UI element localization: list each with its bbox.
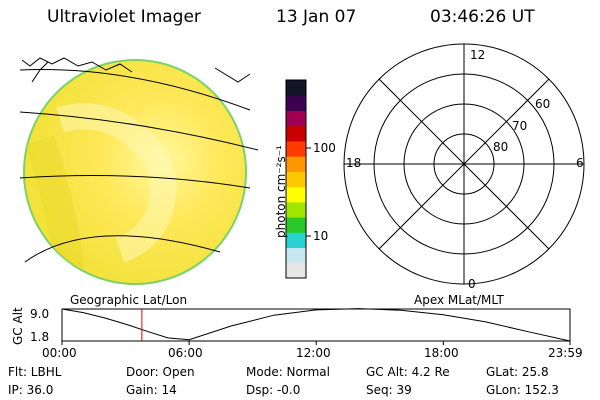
polar-plot — [343, 43, 585, 285]
colorbar-band — [286, 201, 306, 218]
status-door: Door: Open — [126, 365, 195, 379]
geo-lat-line-3 — [20, 175, 251, 189]
status-filter: Flt: LBHL — [8, 365, 62, 379]
colorbar-band — [286, 140, 306, 157]
colorbar-label-100: 100 — [313, 141, 336, 155]
colorbar-band — [286, 247, 306, 264]
uv-globe-image — [23, 59, 247, 285]
altitude-curve — [61, 308, 571, 342]
colorbar-label-10: 10 — [313, 229, 329, 243]
status-ip: IP: 36.0 — [8, 383, 54, 397]
colorbar-band — [286, 186, 306, 203]
status-glon: GLon: 152.3 — [486, 383, 559, 397]
colorbar-band — [286, 110, 306, 127]
altitude-left-caption: Geographic Lat/Lon — [70, 293, 188, 307]
altitude-xtick-18: 18:00 — [424, 346, 459, 360]
polar-label-6: 6 — [576, 156, 584, 170]
altitude-x-tick-marks — [61, 341, 571, 345]
status-gc-alt: GC Alt: 4.2 Re — [366, 365, 450, 379]
coastline — [21, 57, 133, 73]
colorbar-frame — [285, 79, 307, 279]
polar-label-60: 60 — [535, 97, 551, 111]
dark-region — [25, 135, 85, 273]
polar-label-80: 80 — [493, 140, 509, 154]
status-seq: Seq: 39 — [366, 383, 412, 397]
altitude-ylabel: GC Alt — [11, 307, 25, 345]
polar-diagonal-2 — [378, 78, 550, 250]
altitude-xtick-0: 00:00 — [42, 346, 77, 360]
polar-label-70: 70 — [512, 119, 528, 133]
colorbar-band — [286, 217, 306, 233]
altitude-right-caption: Apex MLat/MLT — [414, 293, 504, 307]
altitude-ytick-bottom: 1.8 — [30, 330, 50, 344]
time-label: 03:46:26 UT — [430, 7, 535, 27]
altitude-xtick-2359: 23:59 — [548, 346, 583, 360]
altitude-xtick-12: 12:00 — [296, 346, 331, 360]
geo-lat-line-1 — [20, 69, 251, 111]
geo-lat-line-4 — [24, 235, 221, 263]
instrument-title: Ultraviolet Imager — [47, 7, 201, 27]
colorbar-band — [286, 156, 306, 172]
coastline-3 — [214, 67, 251, 83]
status-mode: Mode: Normal — [246, 365, 330, 379]
brightening-band — [56, 103, 177, 263]
status-gain: Gain: 14 — [126, 383, 177, 397]
polar-label-0: 0 — [468, 277, 476, 291]
altitude-ytick-top: 9.0 — [30, 307, 50, 321]
date-label: 13 Jan 07 — [276, 7, 357, 27]
colorbar — [286, 80, 306, 279]
colorbar-band — [286, 262, 306, 279]
geo-lat-line-2 — [20, 111, 259, 151]
geo-grid-lines — [20, 57, 259, 263]
colorbar-band — [286, 80, 306, 96]
altitude-plot-frame — [61, 308, 571, 342]
colorbar-band — [286, 125, 306, 142]
colorbar-band — [286, 171, 306, 188]
status-glat: GLat: 25.8 — [486, 365, 549, 379]
colorbar-unit-label: photon cm⁻²s⁻¹ — [274, 145, 288, 238]
colorbar-band — [286, 232, 306, 249]
altitude-xtick-6: 06:00 — [168, 346, 203, 360]
polar-label-18: 18 — [346, 156, 362, 170]
colorbar-band — [286, 95, 306, 111]
coastline-2 — [31, 61, 49, 83]
status-dsp: Dsp: -0.0 — [246, 383, 301, 397]
polar-label-12: 12 — [470, 48, 486, 62]
